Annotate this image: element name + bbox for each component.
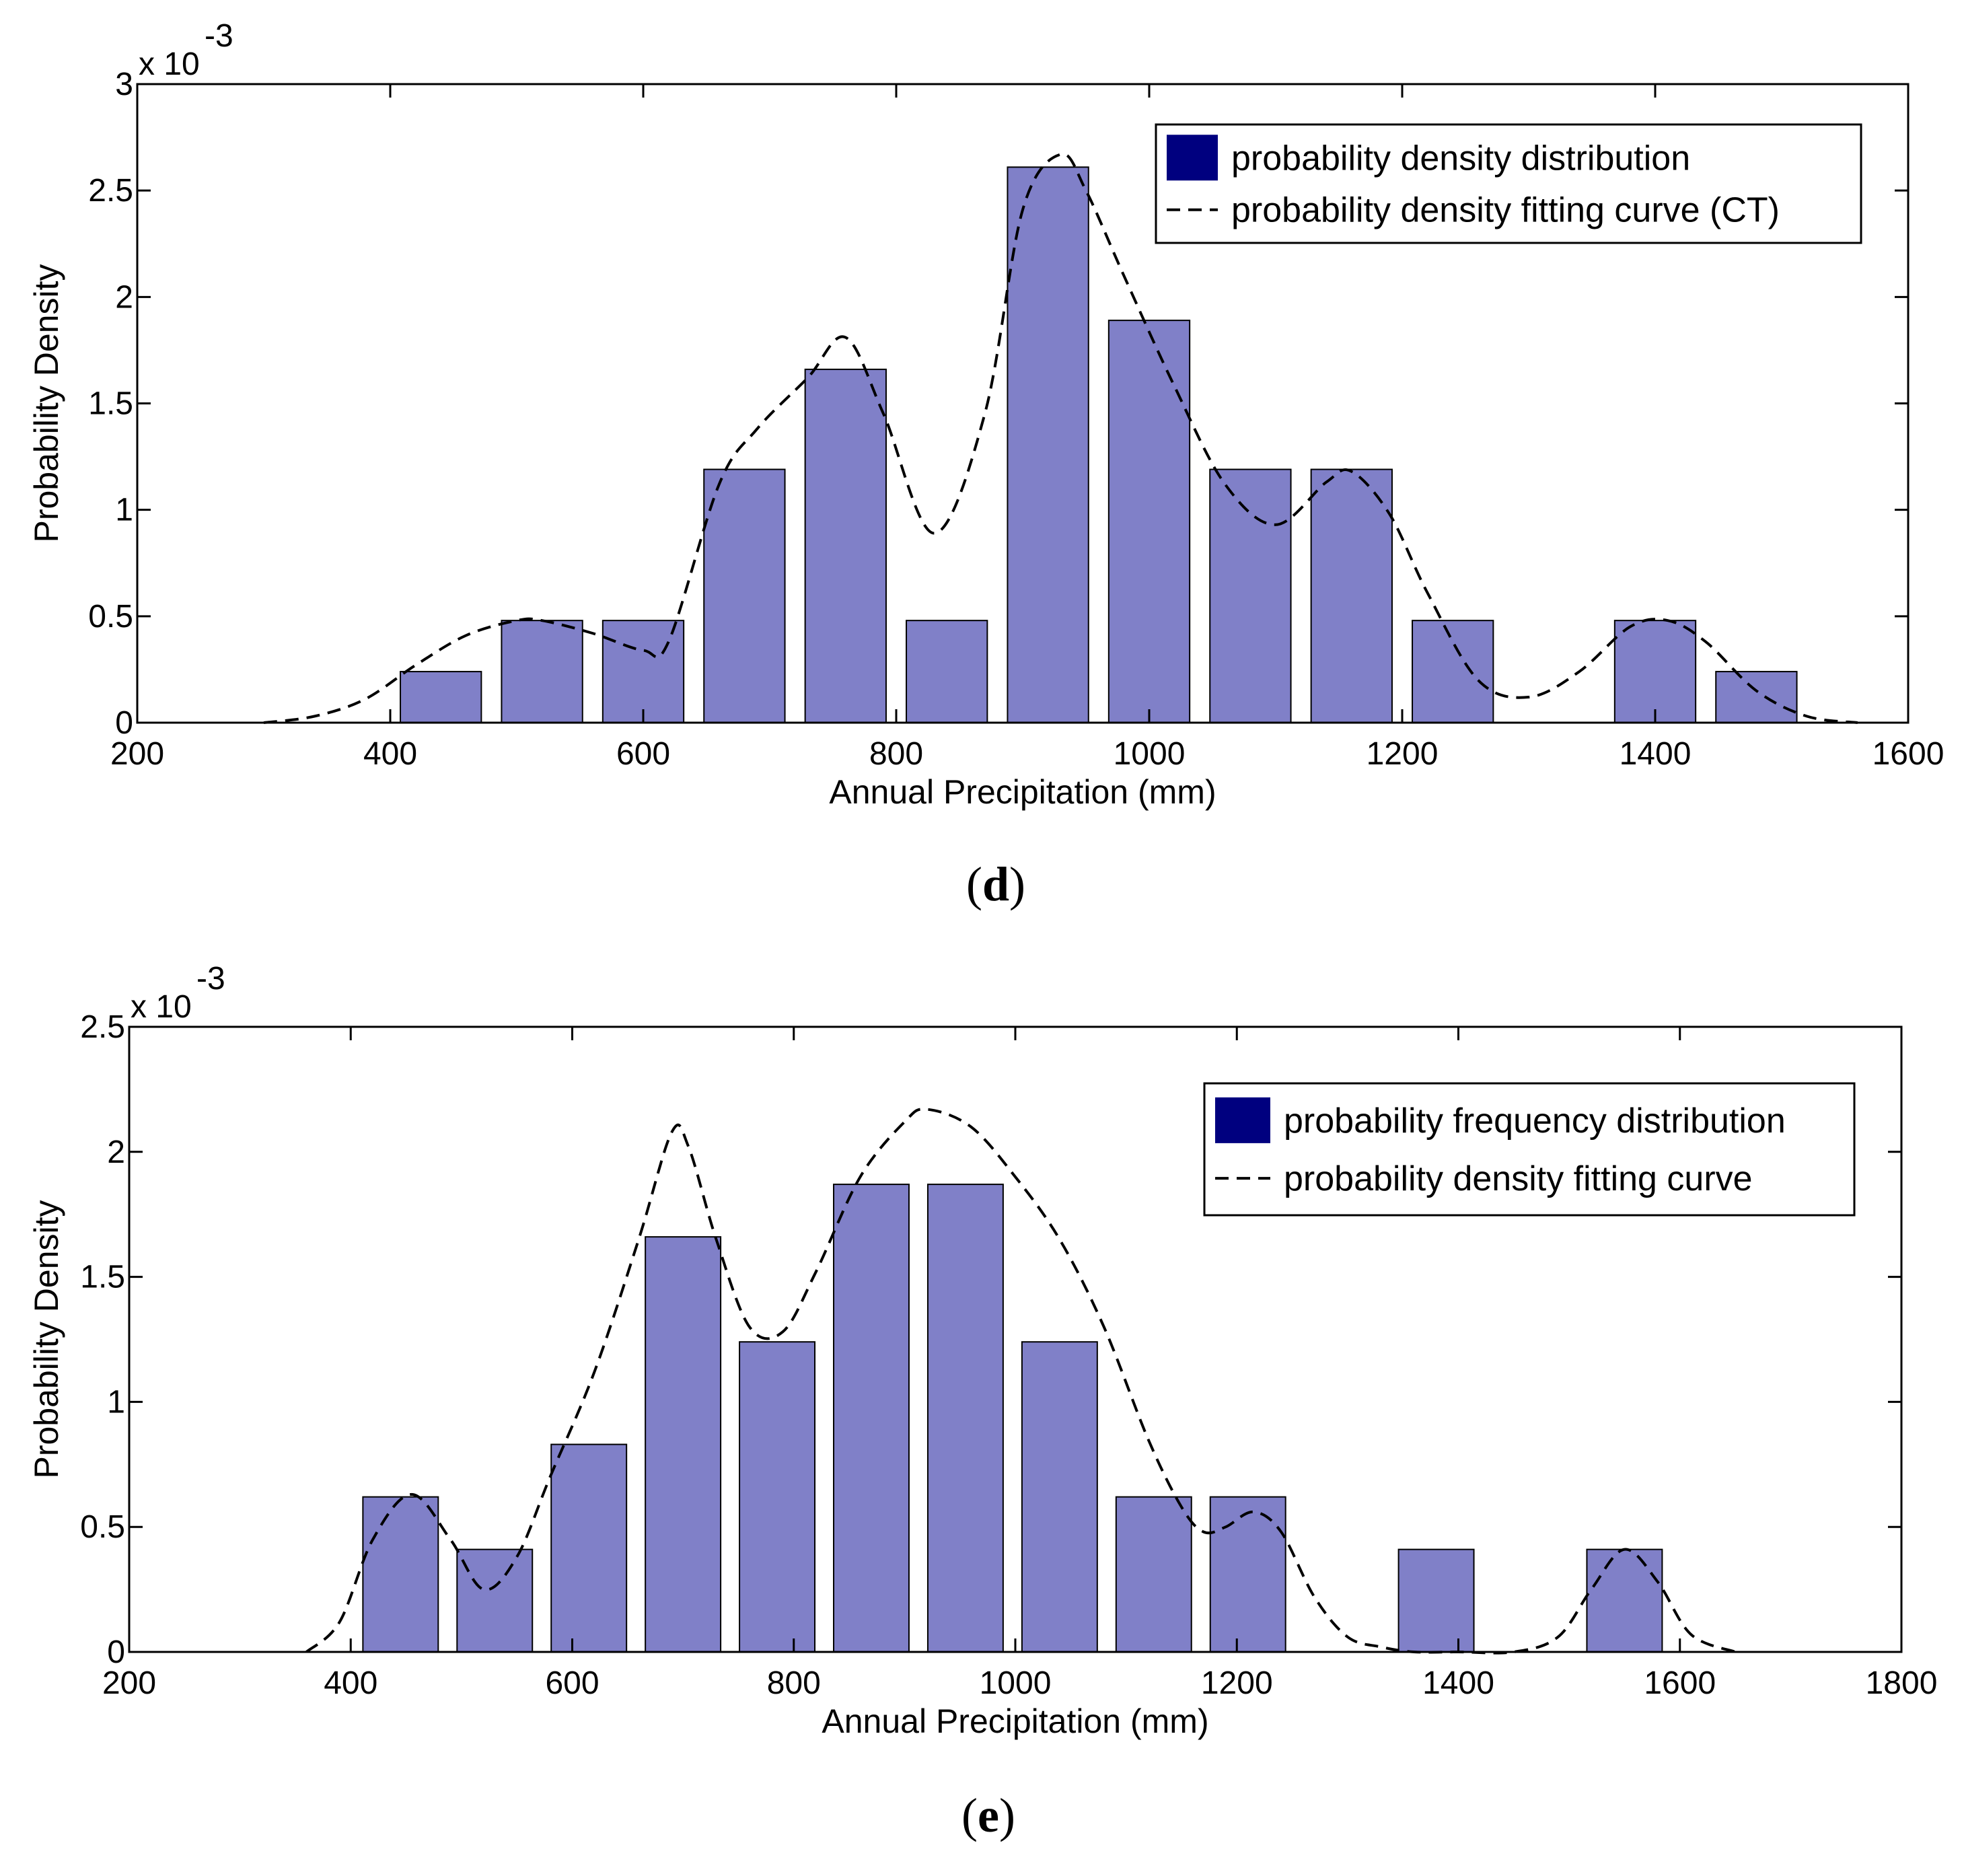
x-tick-label: 800 (767, 1665, 821, 1701)
legend-box (1203, 1082, 1856, 1217)
legend-label-bars: probability density distribution (1231, 139, 1690, 178)
y-tick-label: 1 (107, 1384, 125, 1420)
x-axis-title: Annual Precipitation (mm) (822, 1702, 1208, 1740)
bar (1715, 671, 1798, 724)
bar (1209, 1496, 1286, 1653)
y-tick-label: 1.5 (88, 386, 133, 422)
bar (703, 468, 786, 724)
y-tick-label: 1 (115, 493, 133, 528)
bar (1412, 620, 1494, 723)
figure-caption: (d) (966, 857, 1025, 911)
y-tick-label: 0.5 (80, 1509, 125, 1545)
y-tick-label: 3 (115, 67, 133, 102)
bar (362, 1496, 439, 1653)
bar (456, 1548, 534, 1653)
y-tick-label: 2 (107, 1134, 125, 1170)
legend: probability frequency distribution probab… (1203, 1082, 1856, 1217)
x-tick-label: 200 (102, 1665, 156, 1701)
bar (1586, 1548, 1663, 1653)
x-tick-label: 1600 (1644, 1665, 1716, 1701)
bar (1613, 620, 1697, 723)
x-tick-label: 600 (616, 736, 670, 772)
y-tick-label: 0 (115, 705, 133, 741)
figure-d: 200 400 600 800 1000 1200 1400 1600 0 0.5 1 1.5 2 2.5… (28, 18, 1944, 911)
x-tick-label: 800 (869, 736, 923, 772)
chart-e: 200 400 600 800 1000 1200 1400 1600 1800 0 0.5 1 1.5… (28, 961, 1938, 1842)
bar (1209, 468, 1292, 724)
x-tick-label: 200 (110, 736, 164, 772)
bar (926, 1184, 1004, 1653)
y-axis-title: Probability Density (28, 264, 65, 542)
bar (550, 1443, 628, 1653)
bar (501, 620, 583, 723)
bar (645, 1236, 722, 1653)
x-tick-label: 1400 (1422, 1665, 1494, 1701)
x-tick-label: 1200 (1367, 736, 1439, 772)
y-exponent-base: x 10 (139, 46, 200, 82)
y-tick-label: 2.5 (80, 1009, 125, 1045)
bar (1021, 1341, 1098, 1653)
figure-caption: (e) (961, 1789, 1015, 1842)
legend: probability density distribution probabil… (1155, 123, 1862, 244)
bar (602, 620, 685, 723)
bar (1007, 166, 1089, 723)
figure-e: 200 400 600 800 1000 1200 1400 1600 1800 0 0.5 1 1.5… (0, 942, 1964, 1876)
bar (1397, 1548, 1475, 1653)
legend-swatch (1215, 1097, 1270, 1143)
y-tick-label: 0.5 (88, 599, 133, 635)
x-tick-label: 1400 (1620, 736, 1692, 772)
x-tick-label: 400 (324, 1665, 377, 1701)
bar (1310, 468, 1393, 724)
y-axis-title: Probability Density (28, 1200, 65, 1478)
bar (804, 368, 887, 723)
bar (1107, 320, 1191, 723)
legend-label-curve: probability density fitting curve (1284, 1159, 1753, 1198)
bar (400, 671, 482, 724)
y-exponent-power: -3 (205, 18, 233, 54)
y-exponent-power: -3 (196, 961, 225, 997)
bar (739, 1341, 816, 1653)
legend-label-bars: probability frequency distribution (1284, 1102, 1786, 1141)
y-exponent-base: x 10 (131, 989, 192, 1025)
y-tick-label: 0 (107, 1634, 125, 1670)
x-tick-label: 1200 (1201, 1665, 1273, 1701)
x-tick-label: 400 (363, 736, 417, 772)
x-tick-label: 1000 (980, 1665, 1052, 1701)
legend-swatch (1167, 135, 1218, 181)
x-tick-label: 1800 (1866, 1665, 1938, 1701)
x-tick-label: 600 (545, 1665, 599, 1701)
bar (1115, 1496, 1192, 1653)
y-tick-label: 1.5 (80, 1260, 125, 1295)
y-tick-label: 2 (115, 279, 133, 315)
x-tick-label: 1600 (1872, 736, 1944, 772)
fitting-curve (263, 153, 1858, 724)
y-tick-label: 2.5 (88, 173, 133, 209)
bar (906, 620, 988, 723)
x-tick-label: 1000 (1114, 736, 1186, 772)
legend-label-curve: probability density fitting curve (CT) (1231, 191, 1780, 230)
bar (833, 1184, 910, 1653)
legend-box (1155, 123, 1862, 244)
chart-d: 200 400 600 800 1000 1200 1400 1600 0 0.5 1 1.5 2 2.5… (28, 18, 1944, 911)
x-axis-title: Annual Precipitation (mm) (829, 773, 1216, 811)
